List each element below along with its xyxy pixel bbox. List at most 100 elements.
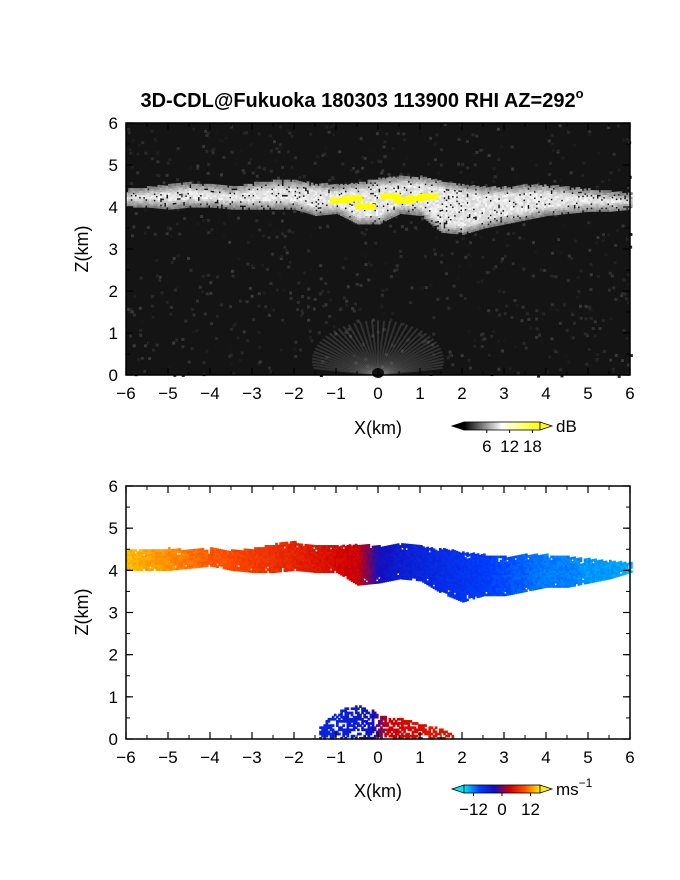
cloud-cell (609, 207, 612, 210)
clutter-ray (311, 360, 379, 376)
cloud-cell (224, 189, 228, 193)
cloud-cell (581, 203, 585, 207)
cloud-cell (331, 184, 335, 188)
noise-pixel (551, 149, 555, 153)
cloud-cell (480, 188, 484, 192)
velocity-cell (138, 561, 142, 565)
noise-pixel (356, 169, 360, 173)
noise-pixel (588, 305, 592, 309)
cloud-cell (510, 193, 513, 196)
noise-pixel (308, 268, 312, 272)
noise-pixel (279, 348, 283, 352)
noise-pixel (369, 263, 373, 267)
velocity-cell (245, 565, 249, 569)
noise-pixel (348, 171, 352, 175)
cloud-cell (518, 204, 522, 207)
noise-pixel (382, 311, 386, 315)
noise-pixel (539, 268, 543, 272)
cloud-cell (359, 211, 362, 214)
cloud-cell (512, 192, 516, 196)
cloud-cell (453, 185, 457, 188)
velocity-cell (163, 551, 167, 555)
noise-pixel (191, 330, 195, 334)
noise-pixel (352, 354, 356, 358)
cloud-cell (157, 205, 161, 209)
cloud-cell (504, 188, 507, 191)
cloud-cell (455, 189, 459, 193)
cloud-cell (294, 183, 297, 187)
cloud-cell (195, 186, 198, 189)
cloud-cell (518, 191, 522, 195)
cloud-cell (140, 188, 144, 191)
cloud-cell (306, 183, 310, 187)
cloud-cell (325, 205, 329, 209)
velocity-cell (212, 551, 215, 555)
cloud-cell (363, 188, 366, 191)
cloud-cell (373, 192, 377, 195)
cloud-cell (552, 195, 555, 199)
cloud-cell (476, 198, 480, 202)
cloud-cell (594, 204, 597, 208)
noise-pixel (183, 217, 187, 221)
cloud-cell (384, 214, 387, 218)
cloud-cell (569, 204, 572, 208)
cloud-cell (312, 197, 316, 201)
velocity-cell (144, 553, 148, 557)
cloud-cell (504, 200, 507, 204)
cloud-cell (417, 206, 421, 210)
noise-pixel (329, 329, 333, 333)
cloud-cell (361, 183, 364, 187)
cloud-cell (138, 194, 142, 198)
cloud-cell (380, 201, 383, 205)
noise-pixel (364, 263, 368, 267)
cloud-cell (231, 194, 234, 198)
cloud-cell (476, 208, 480, 212)
cloud-cell (478, 204, 482, 207)
velocity-cell (140, 566, 144, 569)
cloud-cell (405, 209, 408, 213)
cloud-cell (575, 193, 579, 197)
cloud-cell (312, 187, 316, 191)
cloud-cell (516, 217, 520, 220)
cloud-cell (478, 197, 482, 201)
cloud-cell (157, 199, 161, 203)
cloud-cell (476, 221, 480, 225)
cloud-cell (142, 188, 146, 191)
cloud-cell (184, 184, 188, 188)
clutter-ray (321, 338, 379, 376)
cloud-cell (443, 200, 446, 204)
noise-pixel (567, 130, 571, 134)
cloud-cell (487, 195, 490, 199)
velocity-cell (210, 555, 213, 559)
cloud-cell (291, 192, 295, 195)
noise-pixel (586, 334, 590, 338)
velocity-cell (159, 559, 163, 563)
velocity-cell (138, 566, 142, 569)
cloud-cell (399, 188, 402, 191)
cloud-cell (291, 196, 295, 200)
noise-pixel (391, 312, 395, 316)
noise-pixel (409, 221, 413, 225)
cloud-cell (235, 200, 238, 204)
cloud-cell (556, 212, 560, 215)
noise-pixel (206, 273, 210, 277)
cloud-cell (539, 185, 543, 188)
velocity-cell (247, 550, 251, 554)
cloud-cell (453, 218, 457, 222)
cloud-cell (539, 201, 543, 205)
cloud-cell (207, 198, 211, 202)
cloud-cell (489, 186, 492, 190)
cloud-cell (365, 186, 369, 189)
cloud-cell (361, 190, 364, 193)
cloud-cell (235, 186, 238, 189)
cloud-cell (392, 189, 396, 192)
cloud-cell (472, 220, 476, 224)
velocity-cell (197, 563, 201, 566)
cloud-cell (621, 195, 625, 198)
cloud-cell (392, 176, 396, 180)
cloud-cell (480, 226, 484, 230)
cloud-cell (357, 219, 360, 223)
cloud-cell (304, 201, 308, 205)
cloud-cell (483, 194, 486, 198)
cloud-cell (371, 213, 375, 216)
